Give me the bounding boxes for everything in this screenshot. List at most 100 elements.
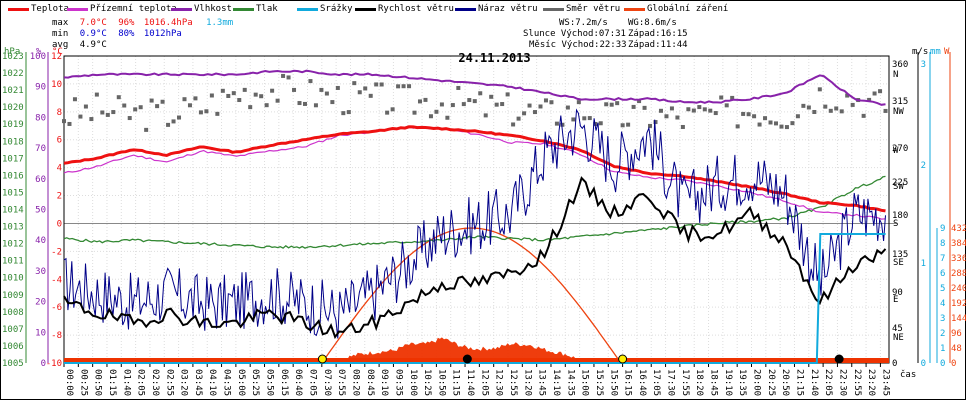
wind-direction-point xyxy=(713,111,718,116)
wind-direction-point xyxy=(516,116,521,121)
axis-unit-celsius: °C xyxy=(52,47,63,57)
wind-direction-point xyxy=(675,115,680,120)
wind-direction-point xyxy=(522,111,527,116)
tick-w: 144 xyxy=(951,314,966,324)
wind-direction-point xyxy=(845,93,850,98)
wind-direction-point xyxy=(78,114,83,119)
wind-direction-point xyxy=(773,121,778,126)
wind-direction-point xyxy=(867,97,872,102)
info-moonrise: Měsíc Východ:22:33 xyxy=(529,40,627,50)
sunset-marker xyxy=(618,354,628,364)
x-tick-label: 02:55 xyxy=(164,369,174,396)
wind-direction-point xyxy=(127,116,132,121)
tick-mm: 3 xyxy=(940,314,945,324)
wind-direction-point xyxy=(730,95,735,100)
tick-hpa: 1013 xyxy=(2,223,24,233)
tick-direction: 0 xyxy=(892,359,897,369)
x-tick-label: 17:30 xyxy=(666,369,676,396)
wind-direction-point xyxy=(746,112,751,117)
wind-direction-point xyxy=(67,121,72,126)
tick-mm: 1 xyxy=(940,344,945,354)
wind-direction-point xyxy=(872,91,877,96)
wind-direction-point xyxy=(483,113,488,118)
wind-direction-point xyxy=(423,97,428,102)
tick-ms: 3 xyxy=(921,60,926,70)
tick-direction-label: E xyxy=(893,295,898,305)
tick-w: 240 xyxy=(951,284,966,294)
x-tick-label: 09:35 xyxy=(393,369,403,396)
wind-direction-point xyxy=(259,94,264,99)
wind-direction-point xyxy=(620,123,625,128)
wind-direction-point xyxy=(560,122,565,127)
x-tick-label: 05:00 xyxy=(236,369,246,396)
wind-direction-point xyxy=(828,108,833,113)
x-tick-label: 10:50 xyxy=(436,369,446,396)
tick-direction: 315 xyxy=(892,97,908,107)
tick-hpa: 1012 xyxy=(2,240,24,250)
tick-hpa: 1005 xyxy=(2,359,24,369)
stats-max-row: max 7.0°C 96% 1016.4hPa 1.3mm xyxy=(52,18,233,28)
wind-direction-point xyxy=(357,90,362,95)
wind-direction-point xyxy=(450,103,455,108)
x-tick-label: 16:15 xyxy=(623,369,633,396)
legend-label-0: Teplota xyxy=(31,4,69,14)
wind-direction-point xyxy=(763,116,768,121)
stats-min-temp: 0.9°C xyxy=(79,29,107,39)
x-tick-label: 00:00 xyxy=(64,369,74,396)
legend-swatch-8 xyxy=(624,8,645,11)
wind-direction-point xyxy=(330,100,335,105)
moonrise-marker xyxy=(834,354,844,364)
wind-direction-point xyxy=(604,102,609,107)
x-tick-label: 21:40 xyxy=(809,369,819,396)
tick-w: 96 xyxy=(951,329,962,339)
stats-max-temp: 7.0°C xyxy=(79,18,107,28)
wind-direction-point xyxy=(385,110,390,115)
stats-max-press: 1016.4hPa xyxy=(143,18,193,28)
wind-direction-point xyxy=(160,99,165,104)
tick-w: 0 xyxy=(951,359,956,369)
stats-min-press: 1012hPa xyxy=(143,29,182,39)
legend-label-3: Tlak xyxy=(256,4,278,14)
wind-direction-point xyxy=(253,92,258,97)
legend-label-8: Globální záření xyxy=(647,4,729,14)
wind-direction-point xyxy=(155,104,160,109)
wind-direction-point xyxy=(83,104,88,109)
wind-direction-point xyxy=(215,111,220,116)
wind-direction-point xyxy=(335,85,340,90)
tick-hpa: 1017 xyxy=(2,154,24,164)
tick-celsius: 12 xyxy=(51,52,62,62)
x-tick-label: 15:25 xyxy=(594,369,604,396)
tick-celsius: 10 xyxy=(51,80,62,90)
tick-hpa: 1014 xyxy=(2,206,24,216)
x-tick-label: 07:30 xyxy=(322,369,332,396)
wind-direction-point xyxy=(226,93,231,98)
stats-max-rain: 1.3mm xyxy=(206,18,234,28)
tick-mm: 8 xyxy=(940,239,945,249)
tick-mm: 2 xyxy=(940,329,945,339)
tick-mm: 0 xyxy=(940,359,945,369)
tick-w: 432 xyxy=(951,224,966,234)
wind-direction-point xyxy=(379,82,384,87)
tick-ms: 1 xyxy=(921,259,926,269)
x-tick-label: 18:45 xyxy=(709,369,719,396)
tick-direction: 90 xyxy=(892,288,903,298)
wind-direction-point xyxy=(390,107,395,112)
tick-hpa: 1021 xyxy=(2,86,24,96)
tick-hpa: 1009 xyxy=(2,291,24,301)
tick-percent: 60 xyxy=(35,175,46,185)
tick-celsius: -2 xyxy=(51,247,62,257)
info-sunrise: Slunce Východ:07:31 xyxy=(523,29,626,39)
wind-direction-point xyxy=(94,92,99,97)
tick-celsius: 0 xyxy=(57,219,62,229)
tick-hpa: 1020 xyxy=(2,103,24,113)
wind-direction-point xyxy=(231,91,236,96)
tick-hpa: 1023 xyxy=(2,52,24,62)
tick-w: 48 xyxy=(951,344,962,354)
wind-direction-point xyxy=(878,89,883,94)
series-radiation-theoretical xyxy=(321,227,622,364)
stats-avg-temp: 4.9°C xyxy=(79,40,107,50)
x-tick-label: 19:10 xyxy=(723,369,733,396)
x-tick-label: 01:40 xyxy=(121,369,131,396)
legend-label-7: Směr větru xyxy=(566,4,621,14)
tick-ms: 0 xyxy=(921,359,926,369)
